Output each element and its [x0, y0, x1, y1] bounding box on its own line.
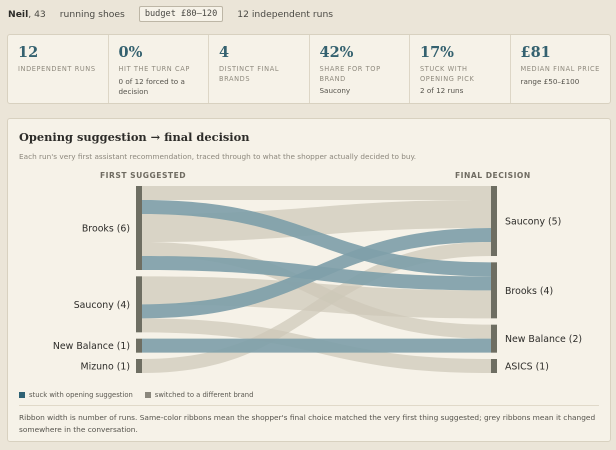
left-node-label-brooks: Brooks (6) — [82, 224, 130, 235]
sankey-ribbon-mizuno-to-saucony — [142, 242, 491, 373]
legend-item-switched: switched to a different brand — [144, 391, 254, 399]
stat-label: SHARE FOR TOP BRAND — [319, 65, 381, 83]
stat-independent-runs: 12 INDEPENDENT RUNS — [8, 35, 109, 103]
stat-turn-cap: 0% HIT THE TURN CAP 0 of 12 forced to a … — [109, 35, 209, 103]
stat-top-brand-share: 42% SHARE FOR TOP BRAND Saucony — [310, 35, 410, 103]
sankey-ribbon-brooks-to-saucony — [142, 200, 491, 242]
sankey-ribbon-brooks-to-brooks — [142, 200, 491, 277]
first-suggested-heading: FIRST SUGGESTED — [100, 171, 187, 180]
stat-sub: range £50–£100 — [520, 76, 580, 86]
panel-title: Opening suggestion → final decision — [19, 130, 250, 144]
right-node-asics — [491, 359, 497, 373]
stat-label: HIT THE TURN CAP — [118, 65, 190, 73]
sankey-ribbon-new-balance-to-new-balance — [142, 338, 491, 353]
stat-sub: 2 of 12 runs — [420, 86, 464, 95]
budget-chip: budget £80–120 — [138, 6, 224, 22]
stat-label: STUCK WITH OPENING PICK — [420, 65, 475, 83]
stat-value: £81 — [520, 44, 551, 61]
footnote: Ribbon width is number of runs. Same-col… — [19, 405, 599, 436]
sankey-diagram: Brooks (6) Saucony (4) New Balance (1) Mizu… — [53, 186, 582, 373]
stat-label: DISTINCT FINAL BRANDS — [219, 65, 280, 83]
sankey-ribbon-saucony-to-brooks — [142, 276, 491, 319]
left-node-label-new-balance: New Balance (1) — [53, 341, 130, 352]
legend-swatch-switched — [144, 392, 151, 398]
stats-panel: 12 INDEPENDENT RUNS 0% HIT THE TURN CAP … — [7, 34, 611, 104]
stat-sub: 0 of 12 forced to a decision — [118, 76, 185, 97]
stat-sub: Saucony — [319, 86, 351, 95]
legend: stuck with opening suggestion switched t… — [19, 391, 265, 399]
legend-label-stuck: stuck with opening suggestion — [29, 391, 133, 399]
stat-label: INDEPENDENT RUNS — [18, 65, 96, 73]
right-node-label-new-balance: New Balance (2) — [505, 334, 582, 345]
stat-label: MEDIAN FINAL PRICE — [520, 65, 600, 73]
stat-stuck-with-pick: 17% STUCK WITH OPENING PICK 2 of 12 runs — [410, 35, 511, 103]
right-node-brooks — [491, 262, 497, 319]
user-age: , 43 — [28, 8, 46, 20]
left-node-saucony — [136, 276, 142, 333]
sankey-panel: Opening suggestion → final decision Each… — [7, 118, 611, 442]
right-node-new-balance — [491, 324, 497, 353]
stat-value: 42% — [319, 44, 354, 61]
right-node-saucony — [491, 186, 497, 256]
sankey-ribbon-saucony-to-saucony — [142, 228, 491, 319]
right-node-label-saucony: Saucony (5) — [505, 217, 561, 228]
legend-label-switched: switched to a different brand — [154, 391, 254, 399]
stat-value: 12 — [18, 44, 39, 61]
stat-value: 4 — [219, 44, 230, 61]
stat-value: 0% — [118, 44, 143, 61]
legend-item-stuck: stuck with opening suggestion — [19, 391, 133, 399]
stat-value: 17% — [420, 44, 454, 61]
left-node-new-balance — [136, 338, 142, 353]
panel-description: Each run's very first assistant recommen… — [19, 152, 417, 161]
final-decision-heading: FINAL DECISION — [455, 171, 531, 180]
left-node-label-saucony: Saucony (4) — [74, 300, 130, 311]
product-label: running shoes — [59, 8, 125, 20]
right-node-label-brooks: Brooks (4) — [505, 286, 553, 297]
right-node-label-asics: ASICS (1) — [505, 362, 549, 373]
stat-distinct-brands: 4 DISTINCT FINAL BRANDS — [209, 35, 310, 103]
left-node-label-mizuno: Mizuno (1) — [81, 362, 131, 373]
run-summary-bar: Neil , 43 running shoes budget £80–120 1… — [8, 5, 333, 23]
stat-median-price: £81 MEDIAN FINAL PRICE range £50–£100 — [511, 35, 611, 103]
left-node-mizuno — [136, 359, 142, 373]
runs-count-label: 12 independent runs — [237, 8, 334, 20]
sankey-ribbon-brooks-to-saucony — [142, 186, 491, 200]
left-node-brooks — [136, 186, 142, 270]
legend-swatch-stuck — [19, 392, 25, 398]
user-name: Neil — [8, 8, 29, 20]
